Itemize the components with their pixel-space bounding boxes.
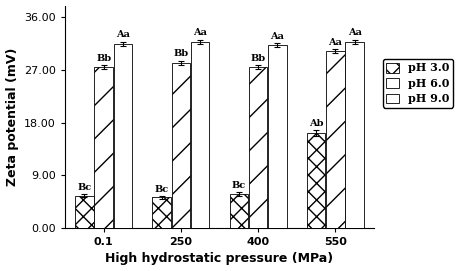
Text: Aa: Aa (270, 32, 285, 41)
Bar (75, 196, 94, 228)
Text: Bc: Bc (232, 180, 246, 189)
Bar (346, 42, 364, 228)
Text: Bb: Bb (251, 54, 266, 63)
Text: Bb: Bb (174, 50, 189, 59)
Bar (95, 67, 113, 228)
Y-axis label: Zeta potential (mV): Zeta potential (mV) (6, 47, 18, 186)
Text: Bc: Bc (155, 185, 168, 194)
Bar (114, 44, 132, 228)
Text: Ab: Ab (309, 119, 324, 128)
X-axis label: High hydrostatic pressure (MPa): High hydrostatic pressure (MPa) (106, 253, 334, 265)
Bar (230, 194, 248, 228)
Text: Aa: Aa (116, 30, 130, 39)
Text: Bc: Bc (77, 183, 91, 192)
Legend: pH 3.0, pH 6.0, pH 9.0: pH 3.0, pH 6.0, pH 9.0 (383, 59, 453, 108)
Bar (326, 51, 345, 228)
Bar (307, 133, 325, 228)
Text: Aa: Aa (193, 28, 207, 37)
Bar (152, 198, 171, 228)
Bar (249, 67, 268, 228)
Bar (172, 63, 190, 228)
Text: Aa: Aa (348, 28, 362, 37)
Bar (268, 45, 287, 228)
Text: Aa: Aa (329, 38, 342, 47)
Text: Bb: Bb (96, 54, 111, 63)
Bar (191, 42, 209, 228)
